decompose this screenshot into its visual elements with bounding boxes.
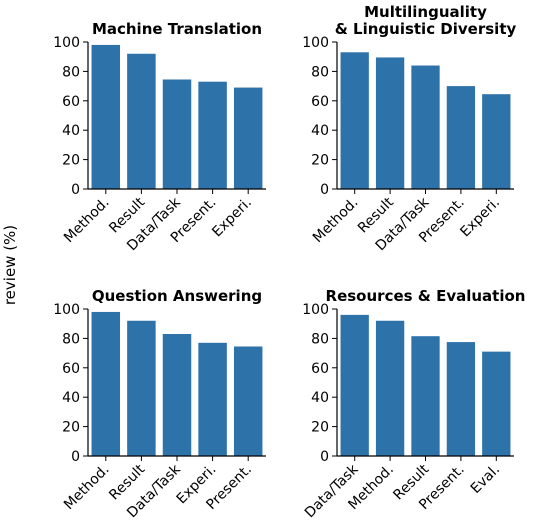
chart-title-line-1: Multilinguality xyxy=(364,3,487,21)
y-tick-label: 80 xyxy=(62,331,80,347)
bar-method xyxy=(375,320,405,456)
bar-method xyxy=(340,52,369,189)
bar-experi xyxy=(198,342,227,456)
x-tick-label: Data/Task xyxy=(302,461,362,521)
bar-data-task xyxy=(411,65,440,189)
y-tick-label: 40 xyxy=(62,390,80,406)
bar-result xyxy=(127,53,156,190)
bar-method xyxy=(91,44,121,189)
bar-eval xyxy=(482,351,511,456)
y-tick-label: 0 xyxy=(320,449,329,465)
y-tick-label: 0 xyxy=(71,182,80,198)
y-tick-label: 80 xyxy=(311,64,329,80)
y-tick-label: 100 xyxy=(302,302,329,318)
y-tick-label: 60 xyxy=(311,94,329,110)
x-tick-label: Method. xyxy=(61,195,113,247)
chart-panel-4: Resources & Evaluation 0 20 40 60 80 100 Data/T… xyxy=(302,287,526,521)
bar-result xyxy=(127,320,156,456)
bar-experi xyxy=(233,87,263,189)
chart-panel-2: Multilinguality& Linguistic Diversity 0 20… xyxy=(302,3,516,254)
y-tick-label: 0 xyxy=(71,449,80,465)
y-tick-label: 80 xyxy=(311,331,329,347)
chart-title-line-2: & Linguistic Diversity xyxy=(335,20,517,38)
y-tick-label: 100 xyxy=(53,302,80,318)
bar-data-task xyxy=(340,314,369,456)
bar-present xyxy=(446,342,476,456)
bar-present xyxy=(446,86,476,189)
x-tick-label: Method. xyxy=(310,195,362,247)
y-tick-label: 0 xyxy=(320,182,329,198)
y-tick-label: 100 xyxy=(302,35,329,51)
bar-result xyxy=(375,57,405,190)
y-tick-label: 60 xyxy=(62,94,80,110)
chart-title: Question Answering xyxy=(92,287,262,305)
x-tick-label: Method. xyxy=(61,462,113,514)
shared-y-axis-label: review (%) xyxy=(1,225,19,305)
y-tick-label: 60 xyxy=(62,361,80,377)
chart-title: Machine Translation xyxy=(92,20,262,38)
y-tick-label: 40 xyxy=(311,390,329,406)
bar-data-task xyxy=(162,333,192,456)
chart-panel-1: Machine Translation020406080100Method.Re… xyxy=(53,20,266,254)
y-tick-label: 100 xyxy=(53,35,80,51)
bar-result xyxy=(411,336,440,456)
bar-method xyxy=(91,311,121,456)
x-tick-label: Experi. xyxy=(209,195,255,241)
y-tick-label: 40 xyxy=(311,123,329,139)
bar-present xyxy=(198,81,227,189)
chart-panel-3: Question Answering020406080100Method.Res… xyxy=(53,287,266,521)
y-tick-label: 20 xyxy=(62,420,80,436)
y-tick-label: 80 xyxy=(62,64,80,80)
bar-data-task xyxy=(162,79,192,189)
y-tick-label: 60 xyxy=(311,361,329,377)
bar-experi xyxy=(482,94,511,189)
x-tick-label: Experi. xyxy=(457,195,503,241)
y-tick-label: 40 xyxy=(62,123,80,139)
y-tick-label: 20 xyxy=(311,420,329,436)
y-tick-label: 20 xyxy=(311,153,329,169)
chart-title: Resources & Evaluation xyxy=(326,287,526,305)
x-tick-label: Eval. xyxy=(468,462,503,497)
bar-present xyxy=(233,346,263,456)
chart-panels: Machine Translation 0 20 40 60 80 100 Method. Re… xyxy=(53,3,525,521)
y-tick-label: 20 xyxy=(62,153,80,169)
